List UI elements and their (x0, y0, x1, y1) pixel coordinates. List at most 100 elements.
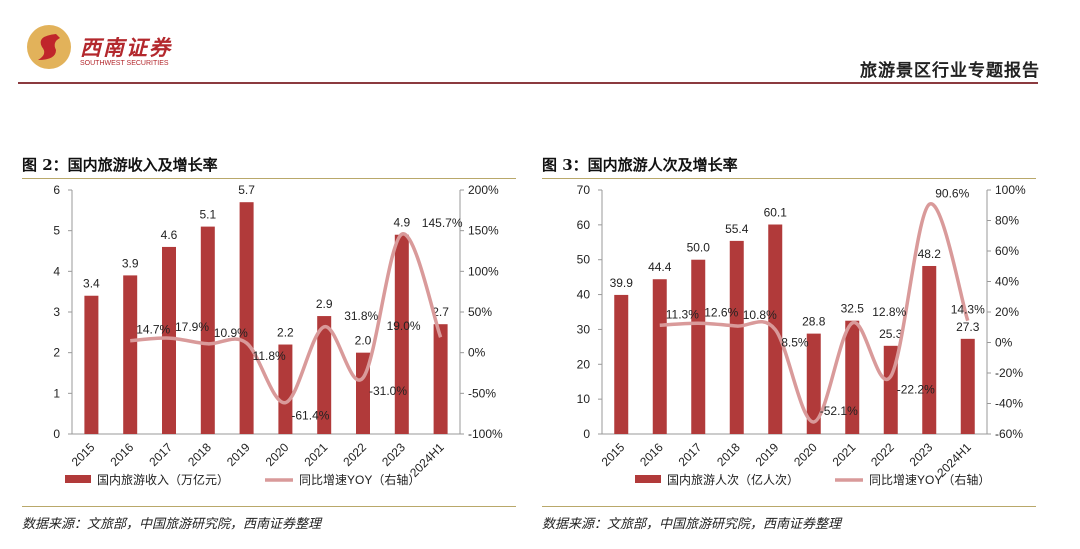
x-tick-label: 2020 (263, 440, 292, 469)
yoy-value-label: 14.3% (951, 303, 985, 317)
bar-value-label: 60.1 (764, 206, 788, 220)
legend-line-label: 同比增速YOY（右轴） (299, 472, 420, 487)
bar-value-label: 4.6 (161, 228, 178, 242)
bar-value-label: 44.4 (648, 260, 672, 274)
logo-icon (27, 25, 71, 69)
x-tick-label: 2021 (830, 440, 859, 469)
yoy-value-label: 8.5% (781, 336, 809, 350)
legend-bar-swatch (65, 475, 91, 483)
x-tick-label: 2023 (379, 440, 408, 469)
y-tick-label: 0 (583, 427, 590, 441)
x-tick-label: 2015 (69, 440, 98, 469)
yoy-value-label: 145.7% (422, 216, 463, 230)
y-tick-label: 30 (577, 322, 591, 336)
y2-tick-label: 0% (995, 336, 1013, 350)
y2-tick-label: 100% (995, 183, 1026, 197)
chart-visitors: 0 10 20 30 40 50 60 70 -60% -40% -20% 0% 20% 40% 60% 80… (577, 183, 1026, 487)
x-tick-label: 2016 (108, 440, 137, 469)
y2-tick-label: 50% (468, 305, 492, 319)
y-tick-label: 40 (577, 288, 591, 302)
bar (845, 320, 860, 434)
x-tick-label: 2022 (340, 440, 369, 469)
y-tick-label: 5 (53, 224, 60, 238)
y2-tick-label: 0% (468, 346, 486, 360)
y2-tick-label: 200% (468, 183, 499, 197)
yoy-value-label: -52.1% (820, 404, 858, 418)
x-tick-label: 2020 (791, 440, 820, 469)
bar-value-label: 28.8 (802, 315, 826, 329)
y-tick-label: 10 (577, 392, 591, 406)
bar (960, 338, 975, 434)
source-note-2: 数据来源：文旅部，中国旅游研究院，西南证券整理 (542, 517, 842, 532)
y-tick-label: 2 (53, 346, 60, 360)
chart-divider (542, 178, 1036, 179)
logo-subtext: SOUTHWEST SECURITIES (80, 60, 169, 67)
y2-tick-label: -100% (468, 427, 503, 441)
yoy-value-label: 12.6% (704, 305, 738, 319)
bar-value-label: 3.9 (122, 256, 139, 270)
yoy-value-label: 11.8% (253, 349, 286, 363)
source-note-1: 数据来源：文旅部，中国旅游研究院，西南证券整理 (22, 517, 322, 532)
yoy-value-label: 19.0% (387, 319, 421, 333)
x-tick-label: 2015 (599, 440, 628, 469)
chart-revenue: 0 1 2 3 4 5 6 -100% -50% 0% 50% 100% 150% 200% 3.4 2015… (53, 183, 503, 487)
yoy-value-label: 10.9% (214, 326, 248, 340)
chart-divider (22, 178, 516, 179)
bar-value-label: 2.7 (432, 305, 449, 319)
bar (729, 240, 744, 434)
bar (806, 333, 821, 434)
x-tick-label: 2022 (868, 440, 897, 469)
x-tick-label: 2023 (907, 440, 936, 469)
yoy-value-label: 11.3% (666, 307, 699, 321)
source-divider (542, 506, 1036, 507)
y-tick-label: 70 (577, 183, 591, 197)
y2-tick-label: 20% (995, 305, 1019, 319)
bar (922, 265, 937, 434)
x-tick-label: 2018 (185, 440, 214, 469)
bar-value-label: 50.0 (687, 241, 711, 255)
bar (278, 344, 293, 434)
x-tick-label: 2019 (224, 440, 253, 469)
yoy-line (130, 232, 443, 405)
yoy-value-label: 90.6% (935, 186, 969, 200)
x-tick-label: 2016 (637, 440, 666, 469)
bar-value-label: 3.4 (83, 277, 100, 291)
bar-value-label: 5.1 (199, 208, 216, 222)
y2-tick-label: -50% (468, 386, 496, 400)
y2-tick-label: 100% (468, 264, 499, 278)
yoy-value-label: 14.7% (136, 323, 170, 337)
bar-value-label: 4.9 (393, 216, 410, 230)
y-tick-label: 1 (53, 386, 60, 400)
y2-tick-label: -40% (995, 397, 1023, 411)
y-tick-label: 50 (577, 253, 591, 267)
bar-value-label: 2.0 (355, 334, 372, 348)
bar (614, 294, 629, 434)
bar-value-label: 48.2 (918, 247, 942, 261)
yoy-value-label: -22.2% (897, 382, 935, 396)
bar-value-label: 2.2 (277, 326, 294, 340)
yoy-value-label: 17.9% (175, 320, 209, 334)
x-tick-label: 2017 (676, 440, 705, 469)
bar-value-label: 39.9 (610, 276, 634, 290)
y2-tick-label: -20% (995, 366, 1023, 380)
chart-title-1: 图 2：国内旅游收入及增长率 (22, 156, 218, 174)
header-divider (18, 82, 1038, 84)
bar-value-label: 55.4 (725, 222, 749, 236)
bar-value-label: 25.3 (879, 327, 903, 341)
legend-bar-label: 国内旅游收入（万亿元） (97, 472, 229, 487)
y2-tick-label: -60% (995, 427, 1023, 441)
yoy-value-label: -61.4% (291, 409, 329, 423)
bar (317, 316, 332, 434)
bar (200, 226, 215, 434)
bar (123, 275, 138, 434)
y2-tick-label: 60% (995, 244, 1019, 258)
yoy-value-label: 12.8% (872, 305, 906, 319)
yoy-value-label: -31.0% (369, 384, 407, 398)
y-tick-label: 60 (577, 218, 591, 232)
y2-tick-label: 150% (468, 224, 499, 238)
bar (162, 246, 176, 434)
chart-title-2: 图 3：国内旅游人次及增长率 (542, 156, 738, 174)
bar-value-label: 27.3 (956, 320, 980, 334)
y-tick-label: 20 (577, 357, 591, 371)
y-tick-label: 4 (53, 264, 60, 278)
